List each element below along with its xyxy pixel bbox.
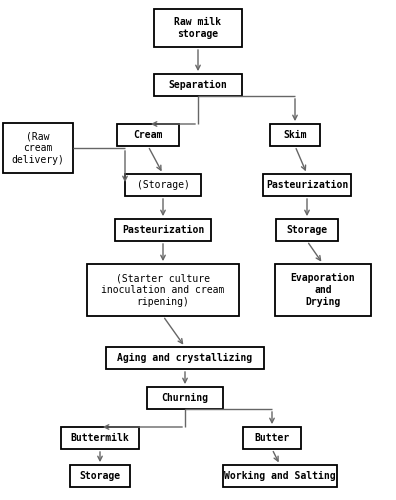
Text: Pasteurization: Pasteurization — [122, 225, 204, 235]
Text: (Raw
cream
delivery): (Raw cream delivery) — [11, 132, 65, 164]
FancyBboxPatch shape — [223, 465, 337, 487]
FancyBboxPatch shape — [3, 123, 73, 173]
Text: Separation: Separation — [169, 80, 227, 90]
FancyBboxPatch shape — [275, 264, 371, 316]
FancyBboxPatch shape — [87, 264, 239, 316]
FancyBboxPatch shape — [154, 9, 242, 47]
FancyBboxPatch shape — [117, 124, 179, 146]
Text: Skim: Skim — [283, 130, 307, 140]
Text: Churning: Churning — [162, 393, 209, 403]
FancyBboxPatch shape — [263, 174, 351, 196]
Text: Storage: Storage — [80, 471, 120, 481]
Text: Buttermilk: Buttermilk — [70, 433, 129, 443]
Text: Aging and crystallizing: Aging and crystallizing — [118, 353, 253, 363]
FancyBboxPatch shape — [243, 427, 301, 449]
Text: Raw milk
storage: Raw milk storage — [175, 17, 221, 39]
FancyBboxPatch shape — [61, 427, 139, 449]
FancyBboxPatch shape — [115, 219, 211, 241]
FancyBboxPatch shape — [70, 465, 130, 487]
Text: Cream: Cream — [133, 130, 163, 140]
FancyBboxPatch shape — [106, 347, 264, 369]
FancyBboxPatch shape — [147, 387, 223, 409]
Text: Working and Salting: Working and Salting — [224, 471, 336, 481]
Text: Evaporation
and
Drying: Evaporation and Drying — [291, 274, 355, 306]
FancyBboxPatch shape — [125, 174, 201, 196]
Text: Butter: Butter — [254, 433, 289, 443]
Text: Pasteurization: Pasteurization — [266, 180, 348, 190]
FancyBboxPatch shape — [270, 124, 320, 146]
Text: (Starter culture
inoculation and cream
ripening): (Starter culture inoculation and cream r… — [101, 274, 225, 306]
FancyBboxPatch shape — [154, 74, 242, 96]
FancyBboxPatch shape — [276, 219, 338, 241]
Text: (Storage): (Storage) — [137, 180, 189, 190]
Text: Storage: Storage — [286, 225, 327, 235]
